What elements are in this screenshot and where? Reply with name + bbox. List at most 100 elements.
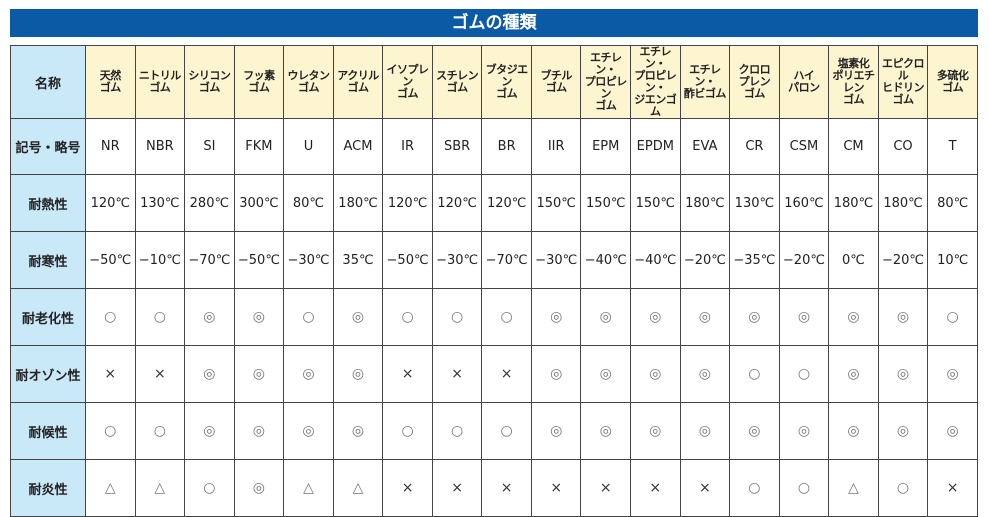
cell-cold: 35℃ xyxy=(332,231,384,289)
column-header: イソプレン ゴム xyxy=(382,45,433,119)
cell-ozone: ○ xyxy=(778,345,830,403)
cell-aging: ○ xyxy=(85,288,136,346)
cell-ozone: × xyxy=(85,345,136,403)
cell-ozone: ◎ xyxy=(679,345,731,403)
rubber-types-table: 名称 天然 ゴム ニトリル ゴム シリコン ゴム フッ素 ゴム ウレタン ゴム アクリル ゴ… xyxy=(10,45,978,517)
cell-aging: ○ xyxy=(283,288,334,346)
cell-cold: −70℃ xyxy=(184,231,235,289)
cell-weather: ◎ xyxy=(729,402,780,460)
column-header: フッ素 ゴム xyxy=(233,45,285,119)
table-row-flame: 耐炎性 △ △ ○ ◎ △ △ × × × × × × × ○ ○ △ ○ × xyxy=(10,459,978,517)
cell-weather: ◎ xyxy=(679,402,731,460)
cell-aging: ○ xyxy=(382,288,433,346)
cell-ozone: × xyxy=(431,345,483,403)
row-label-aging: 耐老化性 xyxy=(10,288,86,346)
cell-cold: −20℃ xyxy=(778,231,830,289)
cell-aging: ◎ xyxy=(778,288,830,346)
cell-code: FKM xyxy=(233,118,285,175)
cell-weather: ○ xyxy=(382,402,433,460)
cell-ozone: ◎ xyxy=(877,345,929,403)
cell-code: T xyxy=(927,118,978,175)
cell-code: IR xyxy=(382,118,433,175)
cell-code: CM xyxy=(828,118,879,175)
row-label-heat: 耐熱性 xyxy=(10,174,86,232)
cell-cold: −70℃ xyxy=(481,231,532,289)
cell-aging: ◎ xyxy=(233,288,285,346)
cell-ozone: ◎ xyxy=(332,345,384,403)
cell-heat: 180℃ xyxy=(828,174,879,232)
cell-flame: △ xyxy=(85,459,136,517)
cell-ozone: ◎ xyxy=(927,345,978,403)
cell-cold: −50℃ xyxy=(233,231,285,289)
cell-flame: △ xyxy=(283,459,334,517)
cell-flame: △ xyxy=(828,459,879,517)
cell-flame: × xyxy=(580,459,632,517)
column-header: ウレタン ゴム xyxy=(283,45,334,119)
cell-flame: × xyxy=(530,459,582,517)
cell-heat: 150℃ xyxy=(530,174,582,232)
cell-heat: 150℃ xyxy=(630,174,681,232)
cell-weather: ○ xyxy=(85,402,136,460)
column-header: エチレン・ プロピレン ゴム xyxy=(580,45,632,119)
cell-flame: ○ xyxy=(184,459,235,517)
cell-weather: ◎ xyxy=(877,402,929,460)
cell-aging: ○ xyxy=(134,288,186,346)
cell-flame: ◎ xyxy=(233,459,285,517)
cell-aging: ◎ xyxy=(729,288,780,346)
cell-ozone: ◎ xyxy=(184,345,235,403)
cell-aging: ◎ xyxy=(828,288,879,346)
column-header: ハイ パロン xyxy=(778,45,830,119)
page-title: ゴムの種類 xyxy=(10,9,978,37)
cell-cold: 0℃ xyxy=(828,231,879,289)
cell-ozone: ○ xyxy=(729,345,780,403)
cell-cold: −35℃ xyxy=(729,231,780,289)
cell-heat: 300℃ xyxy=(233,174,285,232)
column-header: クロロ プレン ゴム xyxy=(729,45,780,119)
cell-ozone: × xyxy=(382,345,433,403)
cell-code: ACM xyxy=(332,118,384,175)
cell-weather: ◎ xyxy=(828,402,879,460)
cell-cold: −40℃ xyxy=(580,231,632,289)
cell-code: CR xyxy=(729,118,780,175)
column-header: 塩素化 ポリエチレン ゴム xyxy=(828,45,879,119)
cell-aging: ◎ xyxy=(332,288,384,346)
cell-code: CSM xyxy=(778,118,830,175)
cell-aging: ◎ xyxy=(530,288,582,346)
table-row-heat: 耐熱性 120℃ 130℃ 280℃ 300℃ 80℃ 180℃ 120℃ 120℃ 120℃ 15… xyxy=(10,174,978,232)
column-header: ブチル ゴム xyxy=(530,45,582,119)
cell-aging: ◎ xyxy=(877,288,929,346)
cell-aging: ○ xyxy=(927,288,978,346)
cell-heat: 280℃ xyxy=(184,174,235,232)
cell-cold: −30℃ xyxy=(283,231,334,289)
cell-weather: ◎ xyxy=(184,402,235,460)
cell-code: U xyxy=(283,118,334,175)
cell-heat: 120℃ xyxy=(431,174,483,232)
row-label-flame: 耐炎性 xyxy=(10,459,86,517)
cell-heat: 130℃ xyxy=(134,174,186,232)
cell-cold: −50℃ xyxy=(85,231,136,289)
column-header: 天然 ゴム xyxy=(85,45,136,119)
cell-weather: ◎ xyxy=(630,402,681,460)
cell-weather: ◎ xyxy=(332,402,384,460)
cell-code: SBR xyxy=(431,118,483,175)
cell-ozone: ◎ xyxy=(580,345,632,403)
column-header: エチレン・ 酢ビゴム xyxy=(679,45,731,119)
row-label-cold: 耐寒性 xyxy=(10,231,86,289)
cell-flame: ○ xyxy=(877,459,929,517)
table-row-weather: 耐候性 ○ ○ ◎ ◎ ◎ ◎ ○ ○ ○ ◎ ◎ ◎ ◎ ◎ ◎ ◎ ◎ ◎ xyxy=(10,402,978,460)
cell-ozone: ◎ xyxy=(233,345,285,403)
cell-code: EPDM xyxy=(630,118,681,175)
cell-aging: ◎ xyxy=(630,288,681,346)
column-header: シリコン ゴム xyxy=(184,45,235,119)
cell-weather: ○ xyxy=(134,402,186,460)
cell-flame: × xyxy=(481,459,532,517)
cell-heat: 120℃ xyxy=(85,174,136,232)
table-row-aging: 耐老化性 ○ ○ ◎ ◎ ○ ◎ ○ ○ ○ ◎ ◎ ◎ ◎ ◎ ◎ ◎ ◎ ○ xyxy=(10,288,978,346)
cell-cold: −50℃ xyxy=(382,231,433,289)
cell-code: SI xyxy=(184,118,235,175)
column-header: 多硫化 ゴム xyxy=(927,45,978,119)
column-header: エピクロル ヒドリン ゴム xyxy=(877,45,929,119)
cell-code: CO xyxy=(877,118,929,175)
table-row-cold: 耐寒性 −50℃ −10℃ −70℃ −50℃ −30℃ 35℃ −50℃ −30℃ −70℃ −3… xyxy=(10,231,978,289)
cell-heat: 80℃ xyxy=(283,174,334,232)
